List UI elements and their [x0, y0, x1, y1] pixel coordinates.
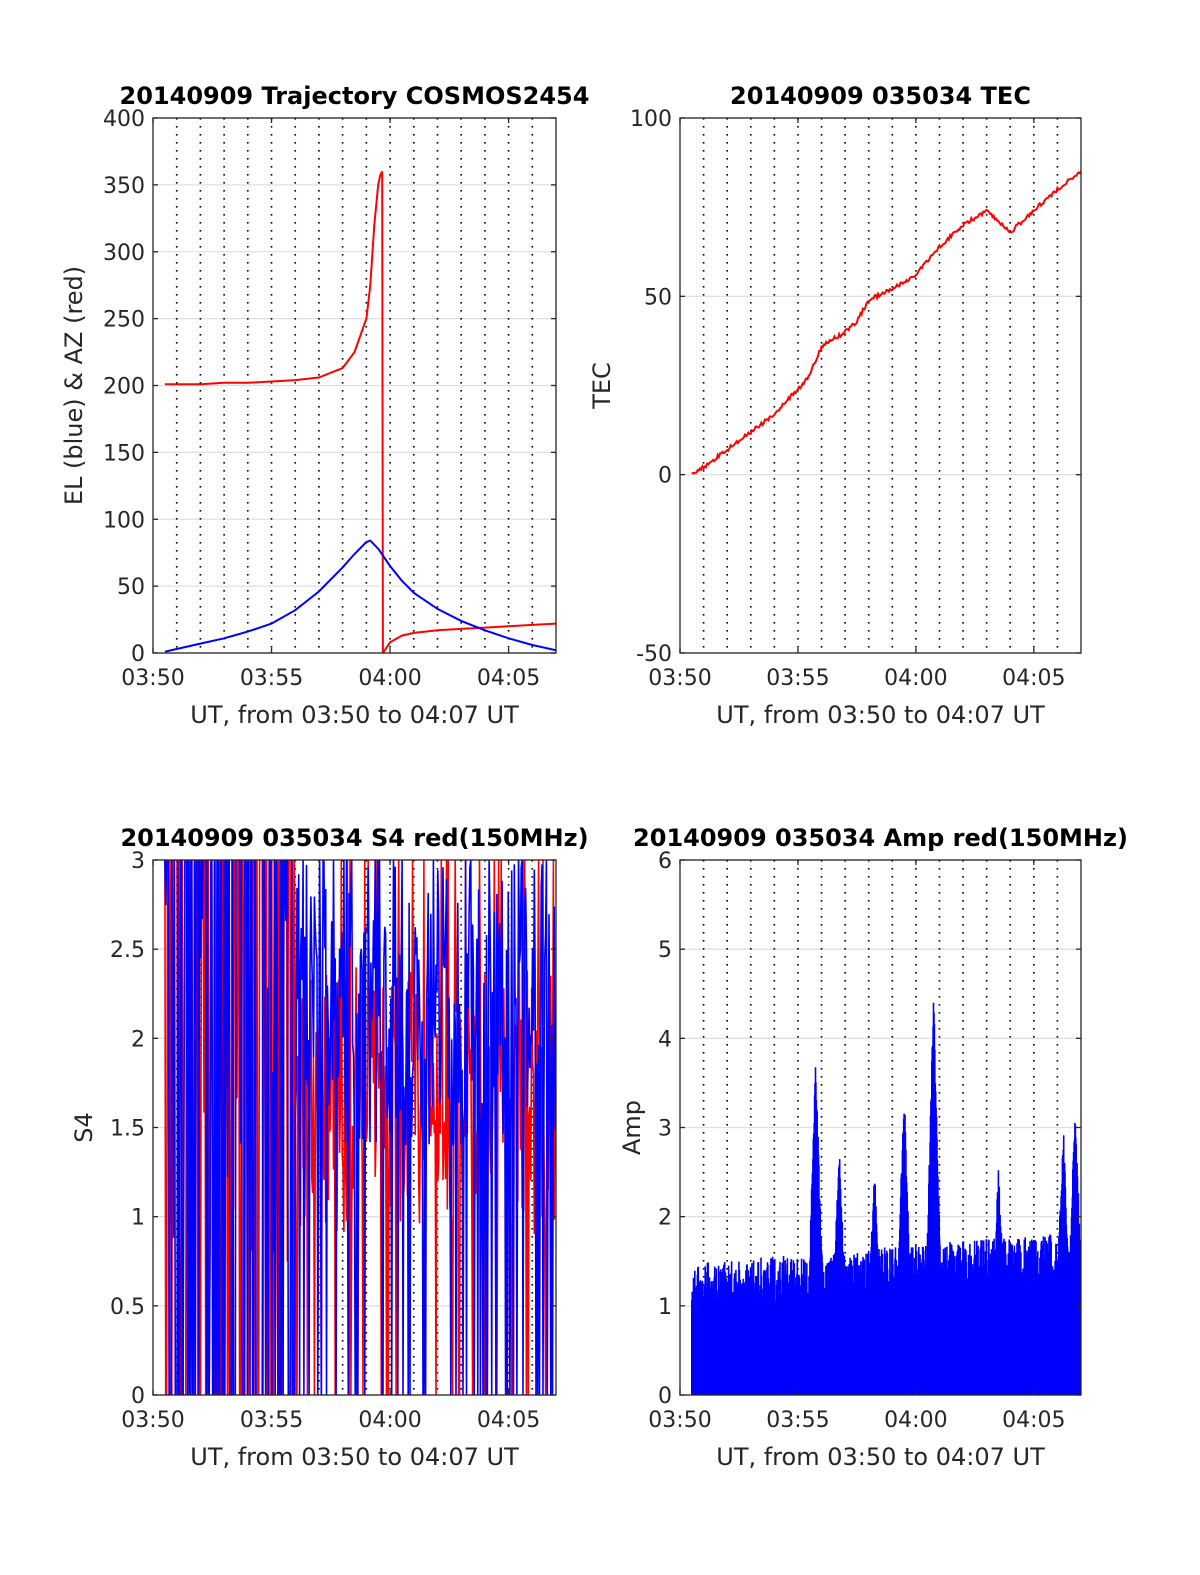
series-tec	[691, 170, 1081, 475]
y-tick-label: 0	[131, 642, 145, 667]
y-tick-label: 50	[644, 285, 672, 310]
chart-1: 0 50 100 150 200 250 300 350 400 03:50 03:55 04:00 0…	[60, 82, 589, 729]
chart-4: 0 1 2 3 4 5 6 03:50 03:55 04:00 04:05 20140909 0350…	[618, 824, 1128, 1471]
y-tick-label: 0.5	[110, 1295, 145, 1320]
x-tick-label: 03:55	[240, 666, 303, 691]
chart-title: 20140909 Trajectory COSMOS2454	[120, 82, 590, 110]
y-tick-label: 3	[131, 849, 145, 874]
y-tick-label: 2	[658, 1206, 672, 1231]
y-tick-label: 1	[658, 1295, 672, 1320]
y-tick-label: 2	[131, 1027, 145, 1052]
y-tick-label: 1	[131, 1206, 145, 1231]
y-tick-label: 50	[117, 575, 145, 600]
y-tick-label: 1.5	[110, 1117, 145, 1142]
x-tick-label: 03:55	[240, 1408, 303, 1433]
x-axis-label: UT, from 03:50 to 04:07 UT	[716, 701, 1045, 729]
series-amp	[691, 1002, 1081, 1395]
y-tick-label: 0	[131, 1384, 145, 1409]
y-tick-label: 100	[103, 508, 145, 533]
y-tick-label: 5	[658, 938, 672, 963]
y-tick-label: 400	[103, 107, 145, 132]
y-tick-label: 250	[103, 308, 145, 333]
x-axis-label: UT, from 03:50 to 04:07 UT	[190, 701, 519, 729]
data-layer	[691, 1002, 1081, 1395]
chart-title: 20140909 035034 Amp red(150MHz)	[633, 824, 1128, 852]
y-axis-label: Amp	[618, 1100, 646, 1155]
x-axis-label: UT, from 03:50 to 04:07 UT	[190, 1443, 519, 1471]
y-tick-label: 350	[103, 174, 145, 199]
data-layer	[691, 170, 1081, 475]
x-axis-label: UT, from 03:50 to 04:07 UT	[716, 1443, 1045, 1471]
chart-title: 20140909 035034 TEC	[730, 82, 1031, 110]
chart-2: -50 0 50 100 03:50 03:55 04:00 04:05 20140909 03…	[588, 82, 1082, 729]
y-tick-label: 3	[658, 1117, 672, 1142]
y-axis-label: TEC	[588, 362, 616, 410]
y-tick-label: 100	[630, 107, 672, 132]
y-tick-label: -50	[636, 642, 672, 667]
x-tick-label: 03:50	[648, 1408, 711, 1433]
x-tick-label: 03:50	[648, 666, 711, 691]
chart-3: 0 0.5 1 1.5 2 2.5 3 03:50 03:55 04:00 04:05 2014090…	[70, 824, 589, 1471]
data-layer	[164, 860, 556, 1395]
y-tick-label: 6	[658, 849, 672, 874]
x-tick-label: 03:55	[766, 1408, 829, 1433]
x-tick-label: 04:00	[358, 1408, 421, 1433]
x-tick-label: 03:50	[121, 666, 184, 691]
x-tick-label: 03:50	[121, 1408, 184, 1433]
y-tick-label: 300	[103, 241, 145, 266]
y-axis-label: S4	[70, 1112, 98, 1143]
y-tick-label: 0	[658, 1384, 672, 1409]
y-tick-label: 4	[658, 1027, 672, 1052]
x-tick-label: 04:05	[1002, 1408, 1065, 1433]
y-tick-label: 150	[103, 441, 145, 466]
series-el	[164, 539, 556, 653]
x-tick-label: 04:05	[1002, 666, 1065, 691]
axes-box	[679, 117, 1082, 654]
y-tick-label: 2.5	[110, 938, 145, 963]
y-tick-label: 0	[658, 464, 672, 489]
x-tick-label: 03:55	[766, 666, 829, 691]
y-axis-label: EL (blue) & AZ (red)	[60, 266, 88, 505]
series-s4-blue	[164, 860, 556, 1395]
data-layer	[164, 171, 556, 653]
y-tick-label: 200	[103, 375, 145, 400]
x-tick-label: 04:00	[884, 1408, 947, 1433]
x-tick-label: 04:05	[477, 666, 540, 691]
x-tick-label: 04:00	[358, 666, 421, 691]
chart-title: 20140909 035034 S4 red(150MHz)	[120, 824, 588, 852]
x-tick-label: 04:05	[477, 1408, 540, 1433]
plot-area	[680, 118, 1081, 653]
series-az	[164, 171, 556, 653]
x-tick-label: 04:00	[884, 666, 947, 691]
